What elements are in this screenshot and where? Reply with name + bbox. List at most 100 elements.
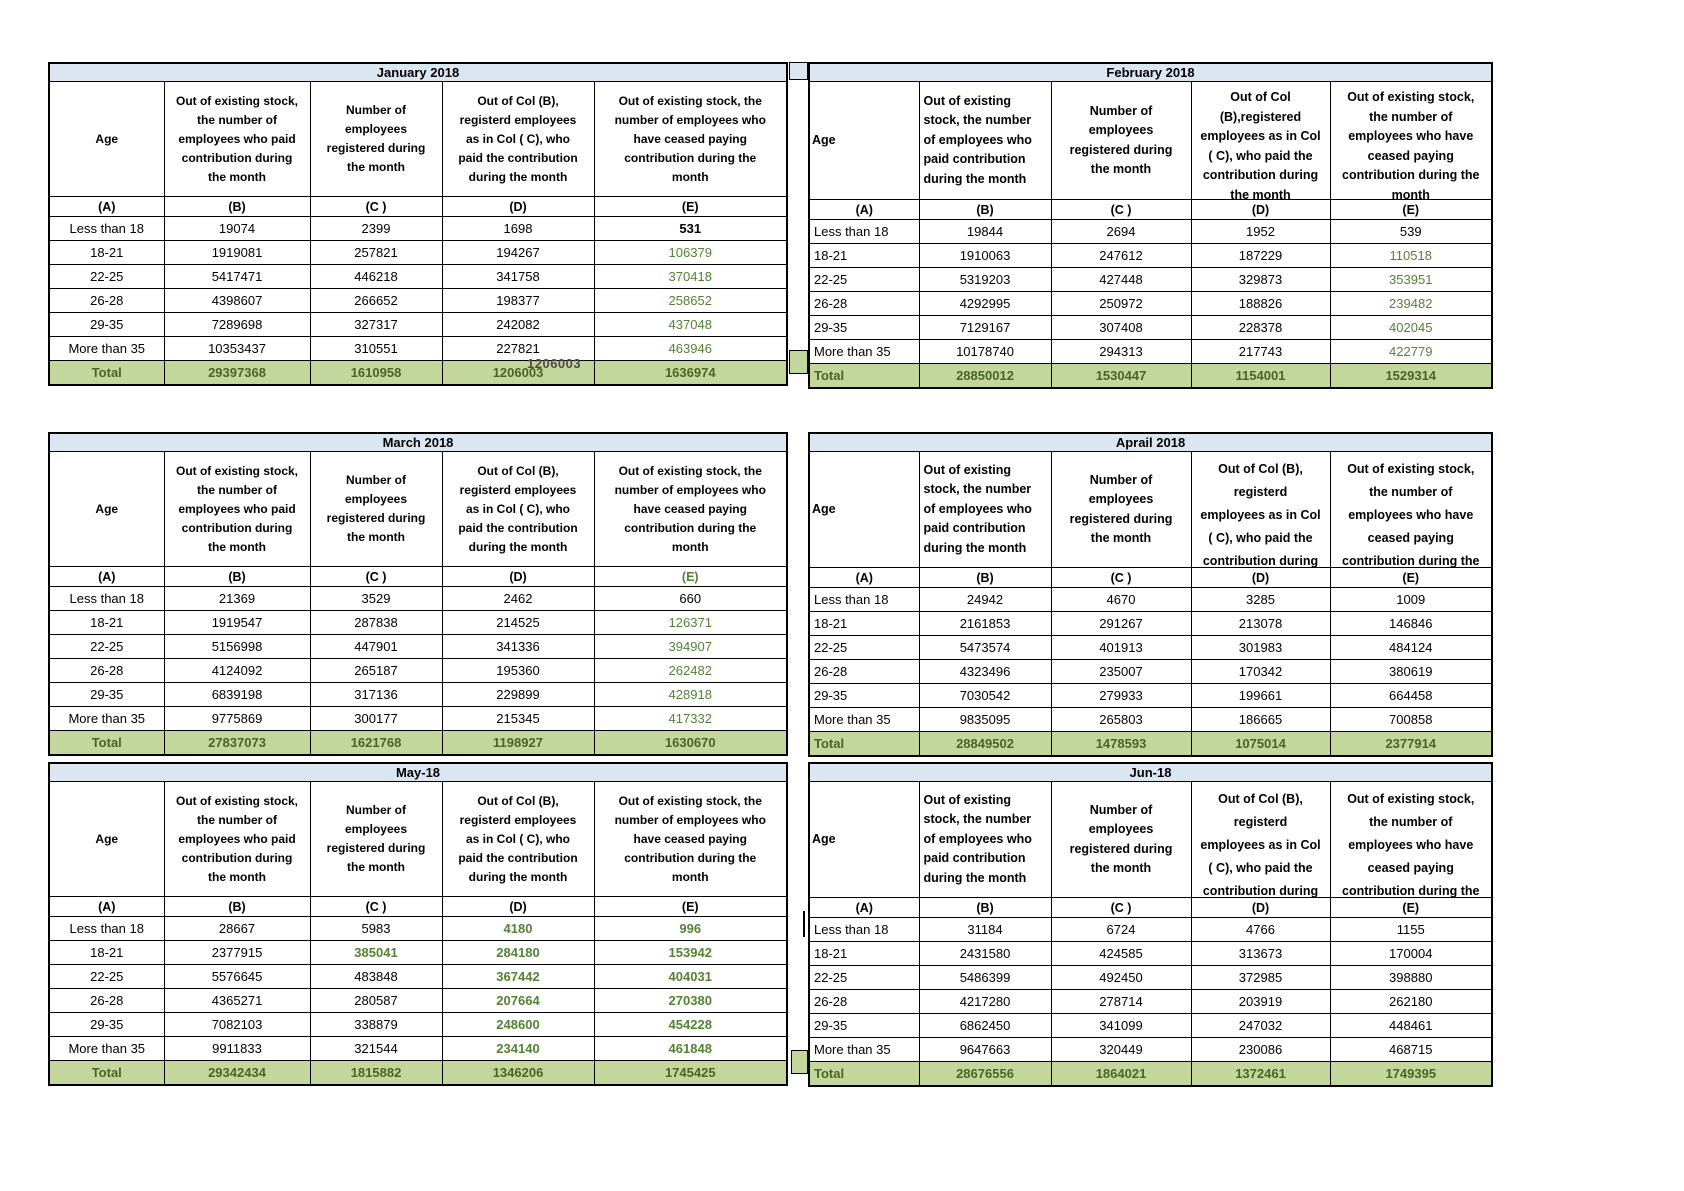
- cell-e[interactable]: 380619: [1329, 659, 1493, 684]
- header-e[interactable]: Out of existing stock, the number of emp…: [593, 451, 788, 567]
- cell-d[interactable]: 227821: [441, 336, 595, 361]
- cell-c[interactable]: 257821: [309, 240, 443, 265]
- cell-e[interactable]: 170004: [1329, 941, 1493, 966]
- table-title[interactable]: February 2018: [808, 62, 1493, 82]
- total-b[interactable]: 28849502: [918, 731, 1052, 757]
- total-d[interactable]: 1346206: [441, 1060, 595, 1086]
- cell-age[interactable]: 29-35: [48, 682, 165, 707]
- cell-b[interactable]: 5576645: [163, 964, 311, 989]
- cell-c[interactable]: 3529: [309, 586, 443, 611]
- total-b[interactable]: 28676556: [918, 1061, 1052, 1087]
- column-letter-d[interactable]: (D): [441, 896, 595, 917]
- cell-b[interactable]: 1910063: [918, 243, 1052, 268]
- cell-d[interactable]: 230086: [1190, 1037, 1331, 1062]
- header-c[interactable]: Number of employees registered during th…: [1050, 451, 1192, 568]
- cell-b[interactable]: 2431580: [918, 941, 1052, 966]
- cell-b[interactable]: 9775869: [163, 706, 311, 731]
- cell-age[interactable]: 22-25: [48, 634, 165, 659]
- cell-e[interactable]: 262482: [593, 658, 788, 683]
- cell-e[interactable]: 468715: [1329, 1037, 1493, 1062]
- header-b[interactable]: Out of existing stock, the number of emp…: [918, 81, 1052, 200]
- cell-b[interactable]: 4365271: [163, 988, 311, 1013]
- cell-c[interactable]: 265187: [309, 658, 443, 683]
- header-c[interactable]: Number of employees registered during th…: [309, 781, 443, 897]
- cell-c[interactable]: 291267: [1050, 611, 1192, 636]
- cell-age[interactable]: Less than 18: [48, 916, 165, 941]
- cell-b[interactable]: 4292995: [918, 291, 1052, 316]
- cell-d[interactable]: 214525: [441, 610, 595, 635]
- cell-c[interactable]: 483848: [309, 964, 443, 989]
- cell-c[interactable]: 385041: [309, 940, 443, 965]
- header-d[interactable]: Out of Col (B), registerd employees as i…: [1190, 781, 1331, 898]
- cell-d[interactable]: 207664: [441, 988, 595, 1013]
- cell-d[interactable]: 341336: [441, 634, 595, 659]
- cell-d[interactable]: 195360: [441, 658, 595, 683]
- cell-c[interactable]: 338879: [309, 1012, 443, 1037]
- column-letter-b[interactable]: (B): [918, 199, 1052, 220]
- cell-d[interactable]: 4766: [1190, 917, 1331, 942]
- table-title[interactable]: January 2018: [48, 62, 788, 82]
- cell-e[interactable]: 402045: [1329, 315, 1493, 340]
- cell-b[interactable]: 24942: [918, 587, 1052, 612]
- cell-b[interactable]: 4398607: [163, 288, 311, 313]
- table-title[interactable]: Aprail 2018: [808, 432, 1493, 452]
- cell-e[interactable]: 461848: [593, 1036, 788, 1061]
- cell-b[interactable]: 7129167: [918, 315, 1052, 340]
- cell-d[interactable]: 301983: [1190, 635, 1331, 660]
- column-letter-a[interactable]: (A): [808, 199, 920, 220]
- cell-b[interactable]: 5319203: [918, 267, 1052, 292]
- cell-c[interactable]: 446218: [309, 264, 443, 289]
- table-title[interactable]: Jun-18: [808, 762, 1493, 782]
- column-letter-c[interactable]: (C ): [1050, 199, 1192, 220]
- cell-c[interactable]: 317136: [309, 682, 443, 707]
- column-letter-e[interactable]: (E): [593, 896, 788, 917]
- total-b[interactable]: 29342434: [163, 1060, 311, 1086]
- cell-d[interactable]: 228378: [1190, 315, 1331, 340]
- cell-d[interactable]: 284180: [441, 940, 595, 965]
- cell-d[interactable]: 199661: [1190, 683, 1331, 708]
- total-label[interactable]: Total: [808, 731, 920, 757]
- cell-age[interactable]: More than 35: [48, 336, 165, 361]
- cell-c[interactable]: 4670: [1050, 587, 1192, 612]
- cell-age[interactable]: 18-21: [48, 610, 165, 635]
- column-letter-d[interactable]: (D): [441, 566, 595, 587]
- cell-age[interactable]: 18-21: [808, 611, 920, 636]
- header-age[interactable]: Age: [808, 451, 920, 568]
- cell-age[interactable]: More than 35: [48, 706, 165, 731]
- header-age[interactable]: Age: [808, 81, 920, 200]
- cell-b[interactable]: 6839198: [163, 682, 311, 707]
- total-d[interactable]: 1198927: [441, 730, 595, 756]
- cell-c[interactable]: 6724: [1050, 917, 1192, 942]
- cell-b[interactable]: 9911833: [163, 1036, 311, 1061]
- cell-e[interactable]: 398880: [1329, 965, 1493, 990]
- cell-c[interactable]: 280587: [309, 988, 443, 1013]
- cell-d[interactable]: 217743: [1190, 339, 1331, 364]
- column-letter-c[interactable]: (C ): [1050, 567, 1192, 588]
- header-e[interactable]: Out of existing stock, the number of emp…: [593, 781, 788, 897]
- total-label[interactable]: Total: [808, 363, 920, 389]
- cell-age[interactable]: More than 35: [808, 339, 920, 364]
- total-e[interactable]: 1529314: [1329, 363, 1493, 389]
- total-c[interactable]: 1864021: [1050, 1061, 1192, 1087]
- cell-d[interactable]: 341758: [441, 264, 595, 289]
- cell-b[interactable]: 7082103: [163, 1012, 311, 1037]
- table-title[interactable]: May-18: [48, 762, 788, 782]
- total-d[interactable]: 1154001: [1190, 363, 1331, 389]
- cell-age[interactable]: Less than 18: [808, 587, 920, 612]
- cell-c[interactable]: 2694: [1050, 219, 1192, 244]
- column-letter-a[interactable]: (A): [48, 196, 165, 217]
- cell-age[interactable]: 26-28: [48, 288, 165, 313]
- cell-c[interactable]: 310551: [309, 336, 443, 361]
- cell-c[interactable]: 447901: [309, 634, 443, 659]
- cell-b[interactable]: 7030542: [918, 683, 1052, 708]
- cell-b[interactable]: 5473574: [918, 635, 1052, 660]
- cell-b[interactable]: 1919547: [163, 610, 311, 635]
- cell-e[interactable]: 126371: [593, 610, 788, 635]
- header-b[interactable]: Out of existing stock, the number of emp…: [163, 781, 311, 897]
- cell-age[interactable]: Less than 18: [48, 586, 165, 611]
- cell-d[interactable]: 1952: [1190, 219, 1331, 244]
- column-letter-a[interactable]: (A): [808, 897, 920, 918]
- cell-c[interactable]: 2399: [309, 216, 443, 241]
- cell-age[interactable]: 26-28: [808, 659, 920, 684]
- cell-e[interactable]: 437048: [593, 312, 788, 337]
